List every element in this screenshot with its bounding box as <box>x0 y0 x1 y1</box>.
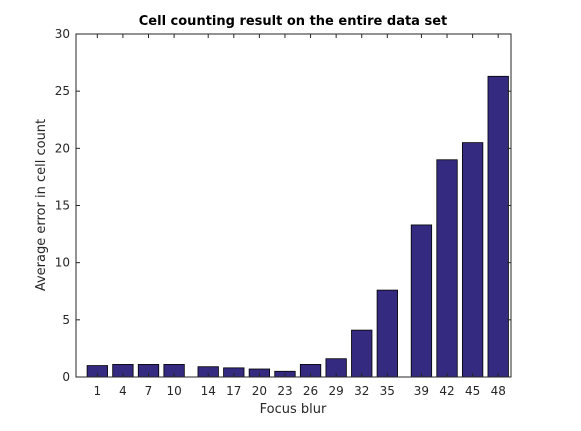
x-tick-label-39: 39 <box>414 384 429 398</box>
x-tick-label-20: 20 <box>252 384 267 398</box>
x-tick-label-29: 29 <box>329 384 344 398</box>
y-tick-label-30: 30 <box>55 27 70 41</box>
y-tick-label-15: 15 <box>55 199 70 213</box>
x-tick-label-7: 7 <box>145 384 153 398</box>
y-tick-label-25: 25 <box>55 84 70 98</box>
bar-48 <box>487 75 509 378</box>
x-tick-label-23: 23 <box>277 384 292 398</box>
y-tick-label-0: 0 <box>62 370 70 384</box>
bar-42 <box>436 159 458 378</box>
y-axis-label: Average error in cell count <box>34 119 49 291</box>
y-tick-label-5: 5 <box>62 313 70 327</box>
x-ticks-group: 1 4 7 10 14 17 20 23 26 29 32 35 39 42 45 48 <box>94 34 506 398</box>
x-axis-label: Focus blur <box>260 402 327 417</box>
y-tick-label-20: 20 <box>55 141 70 155</box>
x-tick-label-1: 1 <box>94 384 102 398</box>
x-tick-label-4: 4 <box>119 384 127 398</box>
x-tick-label-26: 26 <box>303 384 318 398</box>
x-tick-label-45: 45 <box>465 384 480 398</box>
plot-frame <box>75 33 512 378</box>
bar-45 <box>461 142 484 378</box>
bar-39 <box>410 224 433 378</box>
bar-35 <box>376 289 398 378</box>
bar-32 <box>351 329 373 378</box>
x-tick-label-17: 17 <box>226 384 241 398</box>
x-tick-label-32: 32 <box>354 384 369 398</box>
x-tick-label-35: 35 <box>380 384 395 398</box>
bars-group <box>86 75 509 378</box>
x-tick-label-48: 48 <box>491 384 506 398</box>
x-tick-label-14: 14 <box>201 384 216 398</box>
y-tick-label-10: 10 <box>55 256 70 270</box>
chart-title: Cell counting result on the entire data … <box>139 14 448 29</box>
x-tick-label-10: 10 <box>166 384 181 398</box>
y-ticks-group: 0 5 10 15 20 25 30 <box>55 27 511 384</box>
x-tick-label-42: 42 <box>439 384 454 398</box>
